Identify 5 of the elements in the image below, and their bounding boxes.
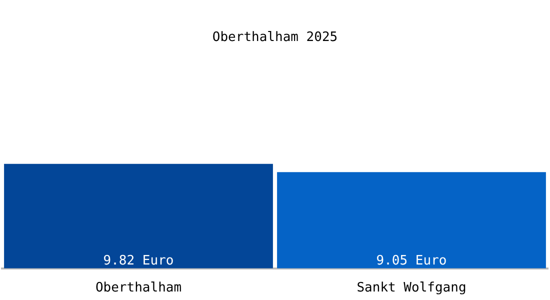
- x-tick-label: Sankt Wolfgang: [356, 280, 466, 296]
- data-label: 9.82 Euro: [103, 253, 174, 268]
- x-tick-label: Oberthalham: [95, 280, 182, 296]
- data-label: 9.05 Euro: [376, 253, 447, 268]
- chart-title: Oberthalham 2025: [212, 30, 338, 46]
